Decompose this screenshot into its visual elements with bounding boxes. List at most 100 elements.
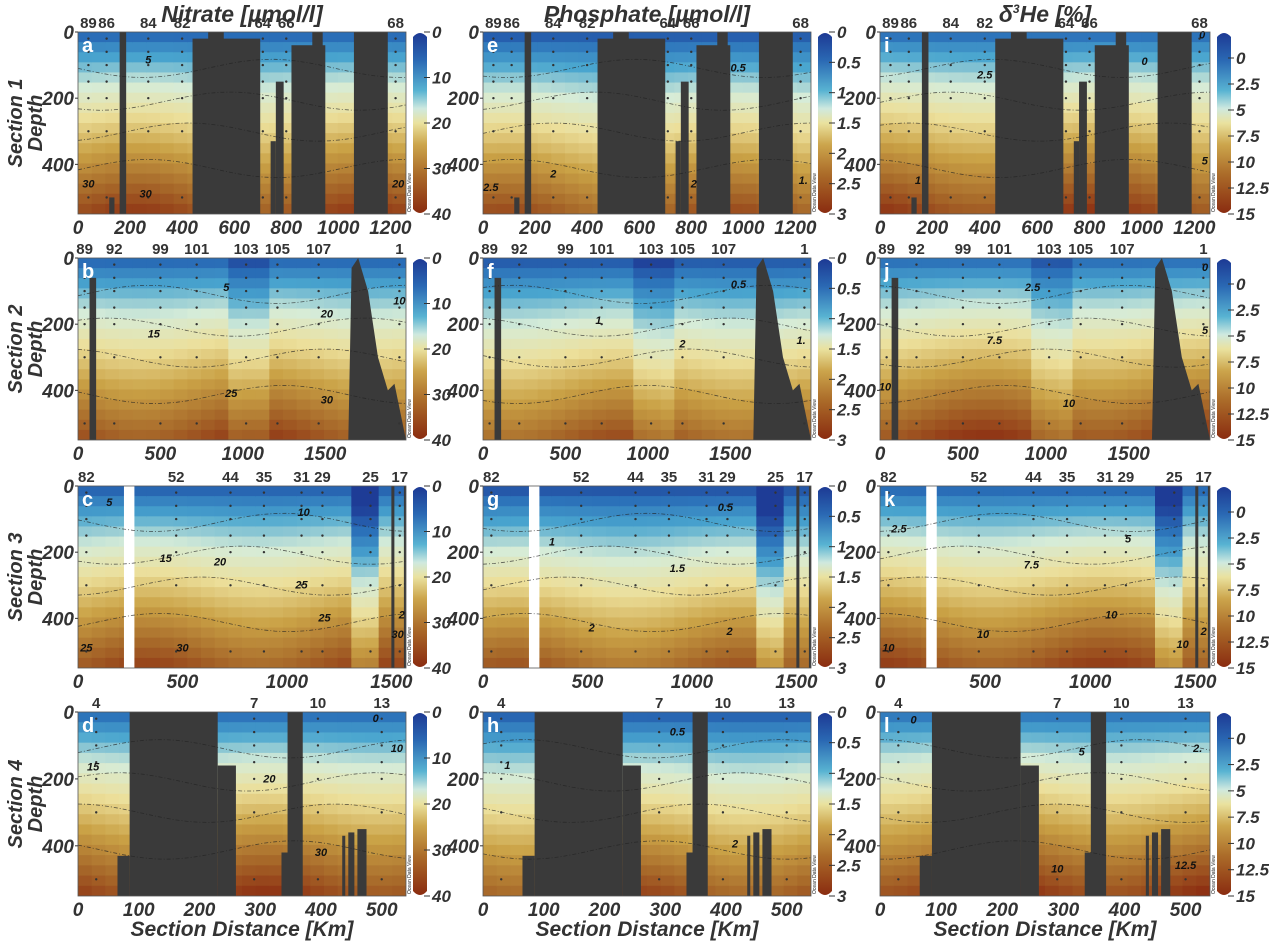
field-cell (1196, 389, 1210, 401)
sample-dot (889, 196, 892, 199)
field-cell (674, 338, 689, 350)
field-cell (91, 268, 107, 280)
field-cell (1196, 496, 1210, 508)
field-cell (337, 193, 353, 205)
field-cell (948, 82, 964, 94)
field-cell (132, 607, 148, 619)
field-cell (1141, 318, 1156, 330)
field-cell (606, 429, 621, 440)
field-cell (701, 587, 717, 599)
field-cell (880, 359, 895, 371)
field-cell (510, 516, 525, 528)
station-label: 89 (481, 241, 498, 258)
x-tick-label: 0 (875, 444, 886, 465)
field-cell (893, 42, 909, 54)
field-cell (146, 617, 161, 629)
seafloor-mass (1073, 141, 1080, 214)
field-cell (1155, 546, 1170, 558)
field-cell (1031, 419, 1046, 431)
field-cell (729, 349, 744, 361)
contour-line (78, 284, 406, 304)
field-cell (324, 52, 339, 64)
station-label: 31 (1097, 469, 1114, 486)
field-cell (105, 496, 120, 508)
field-cell (660, 369, 676, 381)
contour-lines (880, 58, 1210, 179)
field-cell (160, 399, 175, 411)
field-cell (283, 389, 298, 401)
field-cell (880, 369, 895, 381)
field-cell (907, 607, 923, 619)
field-cell (565, 278, 580, 290)
field-cell (976, 566, 991, 578)
sample-dot (510, 50, 513, 54)
field-cell (921, 359, 936, 371)
field-cell (578, 657, 594, 668)
field-cell (483, 92, 498, 104)
field-cell (783, 617, 799, 629)
field-cell (1086, 526, 1101, 538)
field-cell (119, 429, 134, 440)
field-cell (1058, 496, 1074, 508)
field-cell (1058, 82, 1074, 94)
field-cell (242, 637, 257, 649)
field-cell (496, 62, 512, 74)
field-cell (551, 328, 566, 340)
field-cell (1017, 298, 1033, 310)
sample-dot (887, 550, 890, 554)
field-cell (770, 268, 785, 280)
field-cell (160, 526, 175, 538)
field-cell (119, 359, 134, 371)
field-cell (310, 389, 325, 401)
field-cell (688, 112, 703, 124)
field-cell (797, 359, 811, 371)
field-cell (337, 409, 353, 421)
colorbar-tick-label: 2 (836, 598, 847, 617)
field-cell (173, 389, 189, 401)
sample-dot (1088, 80, 1091, 83)
field-cell (907, 123, 923, 135)
field-cell (1141, 328, 1156, 340)
field-cell (1031, 369, 1046, 381)
field-cell (496, 369, 512, 381)
sample-dot (1124, 534, 1128, 537)
field-cell (1031, 526, 1046, 538)
sample-dot (1173, 650, 1176, 653)
field-cell (214, 546, 230, 558)
field-cell (78, 193, 93, 205)
field-cell (201, 526, 216, 538)
colorbar-tick-label: 1 (837, 538, 846, 557)
field-cell (269, 288, 284, 300)
field-cell (633, 288, 648, 300)
contour-label: 1 (595, 315, 601, 327)
field-cell (537, 42, 553, 54)
field-cell (296, 399, 312, 411)
field-cell (324, 647, 339, 659)
field-cell (524, 82, 539, 94)
field-cell (483, 566, 498, 578)
x-tick-label: 1000 (1121, 218, 1164, 239)
field-cell (619, 536, 635, 548)
field-cell (187, 536, 202, 548)
field-cell (483, 173, 498, 185)
field-cell (1127, 379, 1143, 391)
field-cell (119, 409, 134, 421)
sample-dot (907, 63, 911, 67)
field-cell (921, 42, 936, 54)
field-cell (935, 637, 950, 649)
field-cell (483, 193, 498, 205)
field-cell (756, 637, 771, 649)
field-cell (619, 556, 635, 568)
sample-dot (983, 63, 986, 67)
field-cell (337, 526, 353, 538)
sample-dot (369, 504, 372, 508)
field-cell (337, 338, 353, 350)
field-cell (701, 308, 717, 320)
field-cell (907, 92, 923, 104)
field-cell (78, 566, 93, 578)
field-cell (1113, 389, 1129, 401)
field-cell (483, 526, 498, 538)
x-tick-label: 0 (478, 218, 489, 239)
field-cell (1141, 399, 1156, 411)
